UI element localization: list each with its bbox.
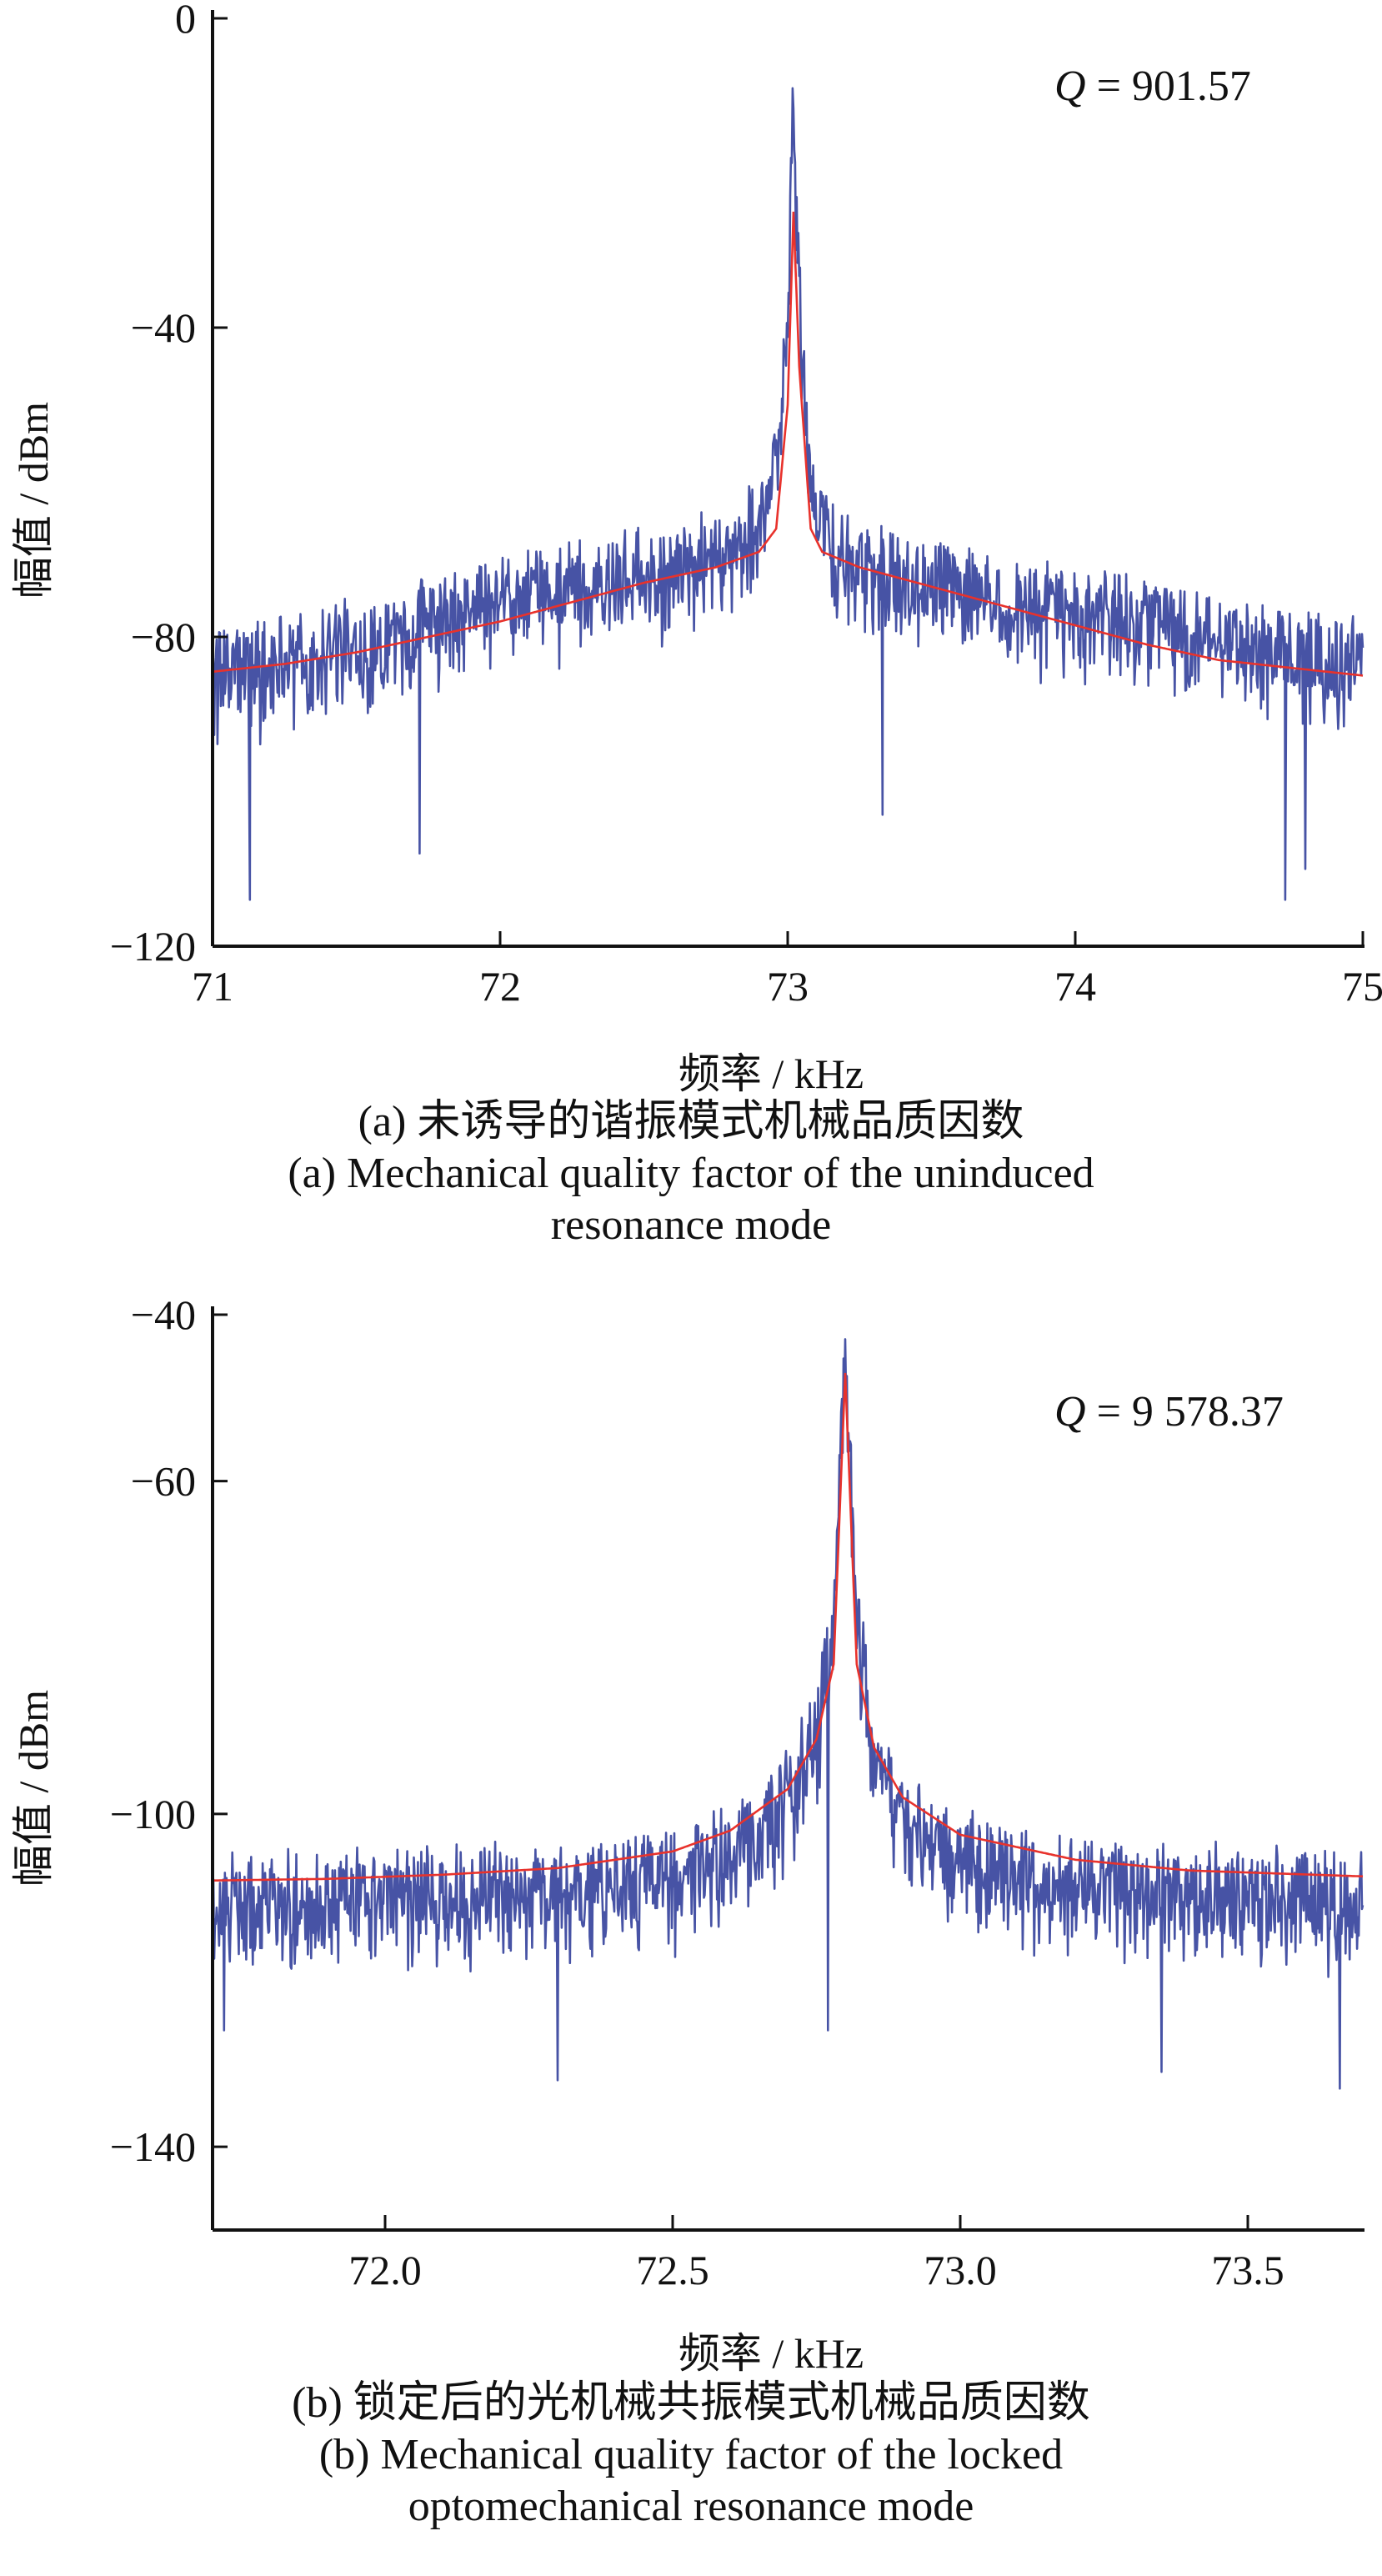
y-tick-label: −40 [131, 304, 196, 351]
caption-a-chinese: (a) 未诱导的谐振模式机械品质因数 [358, 1098, 1024, 1145]
q-factor-annotation: Q = 901.57 [1054, 63, 1251, 110]
y-tick-label: −40 [131, 1291, 196, 1338]
q-factor-annotation: Q = 9 578.37 [1054, 1388, 1284, 1436]
caption-b-english-line1: (b) Mechanical quality factor of the loc… [318, 2431, 1064, 2478]
y-axis-title: 幅值 / dBm [10, 402, 57, 599]
y-tick-label: −60 [131, 1458, 196, 1505]
x-tick-label: 72.5 [636, 2247, 709, 2293]
caption-a-english-line2: resonance mode [550, 1201, 832, 1249]
y-tick-label: 0 [175, 0, 196, 42]
caption-a: (a) 未诱导的谐振模式机械品质因数 (a) Mechanical qualit… [0, 1096, 1382, 1251]
y-axis-title: 幅值 / dBm [10, 1690, 57, 1887]
q-value: = 901.57 [1086, 63, 1251, 110]
x-tick-label: 73 [767, 963, 809, 1010]
x-tick-label: 73.0 [924, 2247, 997, 2293]
series-fit-line [212, 1372, 1364, 1882]
series-measured-line [211, 1338, 1364, 2090]
chart-b: −40 −60 −100 −140 72.0 72.5 73.0 73.5 频率 / kHz 幅值… [10, 1291, 1364, 2376]
q-value: = 9 578.37 [1086, 1388, 1284, 1436]
y-tick-label: −120 [110, 923, 196, 970]
caption-b-english-line2: optomechanical resonance mode [408, 2483, 974, 2530]
x-axis-title: 频率 / kHz [678, 1050, 864, 1092]
q-symbol: Q [1054, 1388, 1086, 1436]
y-tick-label: −80 [131, 614, 196, 660]
x-axis-title: 频率 / kHz [678, 2330, 864, 2376]
x-tick-label: 73.5 [1211, 2247, 1284, 2293]
x-tick-label: 75 [1342, 963, 1382, 1010]
y-tick-label: −100 [110, 1791, 196, 1837]
y-tick-label: −140 [110, 2123, 196, 2170]
q-symbol: Q [1054, 63, 1086, 110]
caption-a-english-line1: (a) Mechanical quality factor of the uni… [288, 1150, 1094, 1197]
x-tick-label: 72.0 [348, 2247, 422, 2293]
series-measured-line [211, 87, 1364, 901]
x-tick-label: 71 [192, 963, 233, 1010]
x-tick-label: 72 [479, 963, 521, 1010]
x-tick-label: 74 [1054, 963, 1096, 1010]
caption-b: (b) 锁定后的光机械共振模式机械品质因数 (b) Mechanical qua… [0, 2378, 1382, 2533]
caption-b-chinese: (b) 锁定后的光机械共振模式机械品质因数 [292, 2379, 1090, 2427]
series-fit-line [212, 211, 1364, 677]
